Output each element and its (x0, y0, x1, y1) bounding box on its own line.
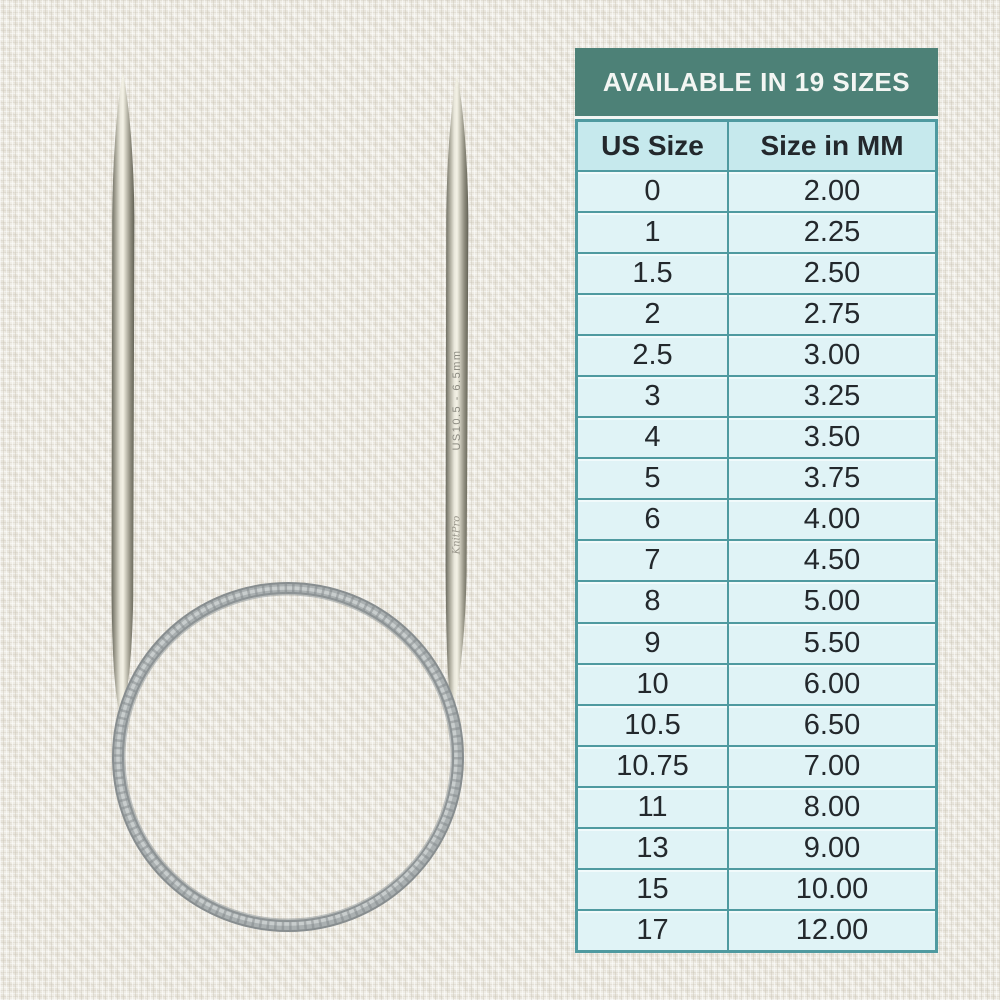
left-needle (111, 73, 135, 717)
table-row: 17 12.00 (578, 908, 935, 950)
table-row: 9 5.50 (578, 621, 935, 663)
table-cell: 4.50 (803, 544, 861, 577)
table-cell: 6.00 (803, 667, 861, 700)
table-cell: 2.25 (803, 216, 861, 249)
table-cell: 2 (578, 295, 729, 335)
table-cell: 6.50 (803, 708, 861, 741)
table-cell: 4.00 (803, 503, 861, 536)
table-cell: 2.75 (803, 298, 861, 331)
table-cell: 3 (578, 377, 729, 417)
table-cell: 4 (578, 418, 729, 458)
table-cell: 10.75 (578, 746, 729, 786)
table-cell: 8.00 (803, 790, 861, 823)
table-cell: 10 (578, 664, 729, 704)
table-row: 1 2.25 (578, 211, 935, 253)
table-cell: 3.50 (803, 421, 861, 454)
table-cell: 12.00 (795, 913, 869, 946)
table-cell: 17 (578, 910, 729, 950)
column-header-us-size: US Size (578, 122, 729, 170)
table-cell: 3.75 (803, 462, 861, 495)
table-cell: 1 (578, 213, 729, 253)
table-header-row: US Size Size in MM (578, 122, 935, 172)
table-row: 8 5.00 (578, 580, 935, 622)
table-row: 11 8.00 (578, 785, 935, 827)
table-row: 1.5 2.50 (578, 252, 935, 294)
table-row: 6 4.00 (578, 498, 935, 540)
table-cell: 15 (578, 869, 729, 909)
circular-needles-photo: US10.5 - 6.5mm KnitPro (111, 73, 469, 932)
size-table: US Size Size in MM 0 2.00 1 2.25 1.5 2.50 2 2.7… (575, 119, 938, 953)
table-cell: 11 (578, 787, 729, 827)
table-cell: 2.50 (803, 257, 861, 290)
table-cell: 7 (578, 541, 729, 581)
table-row: 15 10.00 (578, 867, 935, 909)
right-needle (445, 75, 469, 713)
table-cell: 9.00 (803, 831, 861, 864)
table-cell: 10.5 (578, 705, 729, 745)
table-cell: 2.5 (578, 336, 729, 376)
table-cell: 3.00 (803, 339, 861, 372)
table-cell: 2.00 (803, 175, 861, 208)
table-cell: 1.5 (578, 254, 729, 294)
cable-loop (112, 582, 464, 932)
table-cell: 5.50 (803, 626, 861, 659)
table-row: 0 2.00 (578, 172, 935, 212)
needle-brand-text: KnitPro (452, 516, 463, 556)
table-row: 7 4.50 (578, 539, 935, 581)
size-chart: AVAILABLE IN 19 SIZES US Size Size in MM… (575, 48, 938, 953)
table-cell: 8 (578, 582, 729, 622)
table-row: 10.75 7.00 (578, 744, 935, 786)
table-row: 4 3.50 (578, 416, 935, 458)
table-row: 2 2.75 (578, 293, 935, 335)
table-cell: 5 (578, 459, 729, 499)
table-row: 10 6.00 (578, 662, 935, 704)
table-cell: 3.25 (803, 380, 861, 413)
table-cell: 6 (578, 500, 729, 540)
table-cell: 7.00 (803, 749, 861, 782)
table-row: 5 3.75 (578, 457, 935, 499)
size-table-rows: 0 2.00 1 2.25 1.5 2.50 2 2.75 2.5 3.00 3 3.25 4 3.50 5… (578, 172, 935, 950)
table-cell: 0 (578, 172, 729, 212)
table-row: 13 9.00 (578, 826, 935, 868)
table-cell: 13 (578, 828, 729, 868)
table-row: 3 3.25 (578, 375, 935, 417)
table-cell: 10.00 (795, 872, 869, 905)
table-row: 2.5 3.00 (578, 334, 935, 376)
table-cell: 5.00 (803, 585, 861, 618)
table-cell: 9 (578, 623, 729, 663)
column-header-size-mm: Size in MM (760, 130, 904, 161)
table-row: 10.5 6.50 (578, 703, 935, 745)
chart-title: AVAILABLE IN 19 SIZES (575, 48, 938, 119)
needle-size-text: US10.5 - 6.5mm (451, 349, 463, 450)
